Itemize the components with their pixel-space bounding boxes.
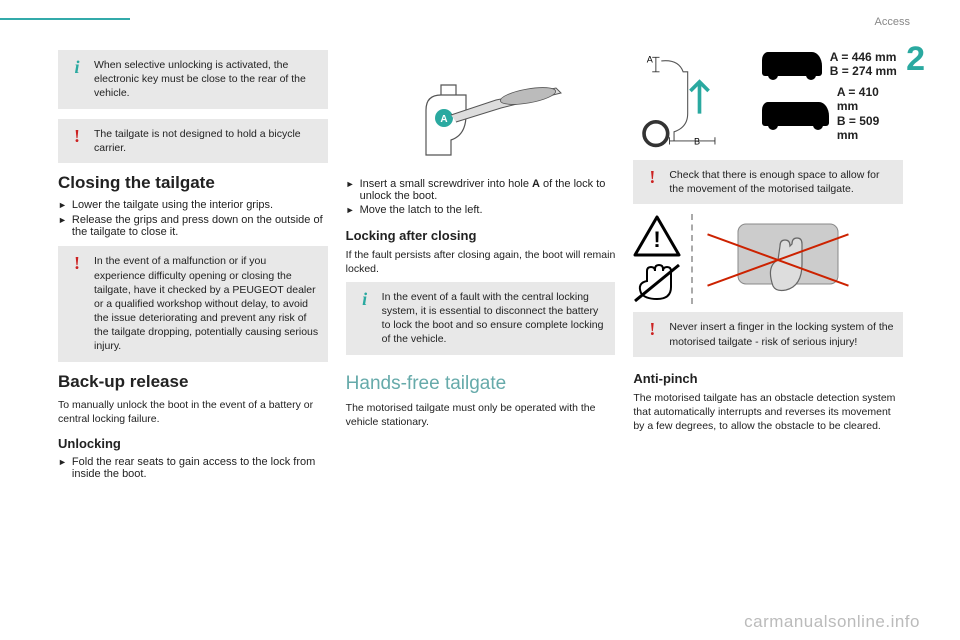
callout-text: When selective unlocking is activated, t… <box>94 59 306 99</box>
watermark: carmanualsonline.info <box>744 612 920 632</box>
warning-icon: ! <box>68 254 86 272</box>
dim-b: B = 509 mm <box>837 114 903 143</box>
callout-text: In the event of a fault with the central… <box>382 291 604 346</box>
section-label: Access <box>875 16 910 28</box>
svg-text:A: A <box>647 55 654 65</box>
step-item: ►Insert a small screwdriver into hole A … <box>346 178 616 202</box>
warning-callout: ! In the event of a malfunction or if yo… <box>58 246 328 361</box>
warning-icons: ! <box>633 215 681 303</box>
info-icon: i <box>68 58 86 76</box>
bullet-icon: ► <box>346 178 355 202</box>
step-item: ►Release the grips and press down on the… <box>58 214 328 238</box>
column-2: A ►Insert a small screwdriver into hole … <box>346 50 616 482</box>
dim-a: A = 446 mm <box>830 50 897 64</box>
car-silhouette-icon <box>762 102 829 126</box>
dimensions-block: A B A = 446 mm B = 274 mm <box>633 50 903 150</box>
page-number: 2 <box>906 40 925 79</box>
svg-text:B: B <box>694 137 700 147</box>
step-text: Move the latch to the left. <box>360 204 483 218</box>
dims-text: A = 446 mm B = 274 mm <box>830 50 897 79</box>
bullet-icon: ► <box>346 204 355 218</box>
warning-callout: ! The tailgate is not designed to hold a… <box>58 119 328 163</box>
paragraph: If the fault persists after closing agai… <box>346 248 616 276</box>
callout-text: In the event of a malfunction or if you … <box>94 255 318 352</box>
heading-lockafter: Locking after closing <box>346 228 616 243</box>
dims-row: A = 446 mm B = 274 mm <box>762 50 903 79</box>
warning-icon: ! <box>68 127 86 145</box>
svg-text:A: A <box>440 114 447 125</box>
callout-text: Never insert a finger in the locking sys… <box>669 321 893 347</box>
dims-row: A = 410 mm B = 509 mm <box>762 85 903 143</box>
warning-callout: ! Never insert a finger in the locking s… <box>633 312 903 356</box>
prohibit-row: ! <box>633 214 903 304</box>
step-item: ►Fold the rear seats to gain access to t… <box>58 456 328 480</box>
info-icon: i <box>356 290 374 308</box>
paragraph: The motorised tailgate must only be oper… <box>346 401 616 429</box>
callout-text: Check that there is enough space to allo… <box>669 169 879 195</box>
heading-antipinch: Anti-pinch <box>633 371 903 386</box>
warning-callout: ! Check that there is enough space to al… <box>633 160 903 204</box>
accent-bar <box>0 18 130 20</box>
screwdriver-svg: A <box>396 60 566 160</box>
columns: i When selective unlocking is activated,… <box>58 50 903 482</box>
info-callout: i In the event of a fault with the centr… <box>346 282 616 355</box>
label-ref: A <box>532 178 540 190</box>
column-1: i When selective unlocking is activated,… <box>58 50 328 482</box>
step-text: Lower the tailgate using the interior gr… <box>72 199 273 213</box>
callout-text: The tailgate is not designed to hold a b… <box>94 128 301 154</box>
towbar-svg: A B <box>633 50 751 150</box>
step-item: ► Move the latch to the left. <box>346 204 616 218</box>
warning-icon: ! <box>643 320 661 338</box>
bullet-icon: ► <box>58 456 67 480</box>
dims-list: A = 446 mm B = 274 mm A = 410 mm B = 509… <box>762 50 903 148</box>
dims-text: A = 410 mm B = 509 mm <box>837 85 903 143</box>
heading-handsfree: Hands-free tailgate <box>346 373 616 395</box>
step-item: ► Lower the tailgate using the interior g… <box>58 199 328 213</box>
bullet-icon: ► <box>58 199 67 213</box>
dim-b: B = 274 mm <box>830 64 897 78</box>
heading-backup: Back-up release <box>58 372 328 392</box>
text-fragment: Insert a small screwdriver into hole <box>360 178 532 190</box>
triangle-warning-icon: ! <box>633 215 681 257</box>
prohibit-image <box>703 214 853 304</box>
warning-icon: ! <box>643 168 661 186</box>
no-touch-icon <box>633 263 681 303</box>
column-3: A B A = 446 mm B = 274 mm <box>633 50 903 482</box>
step-text: Release the grips and press down on the … <box>72 214 328 238</box>
separator <box>691 214 693 304</box>
svg-text:!: ! <box>654 227 661 252</box>
heading-unlocking: Unlocking <box>58 436 328 451</box>
cross-icon <box>703 214 853 304</box>
diagram-screwdriver: A <box>346 50 616 170</box>
paragraph: To manually unlock the boot in the event… <box>58 398 328 426</box>
car-silhouette-icon <box>762 52 822 76</box>
dim-a: A = 410 mm <box>837 85 903 114</box>
step-text: Insert a small screwdriver into hole A o… <box>360 178 616 202</box>
bullet-icon: ► <box>58 214 67 238</box>
info-callout: i When selective unlocking is activated,… <box>58 50 328 109</box>
paragraph: The motorised tailgate has an obstacle d… <box>633 391 903 434</box>
step-text: Fold the rear seats to gain access to th… <box>72 456 328 480</box>
heading-closing: Closing the tailgate <box>58 173 328 193</box>
